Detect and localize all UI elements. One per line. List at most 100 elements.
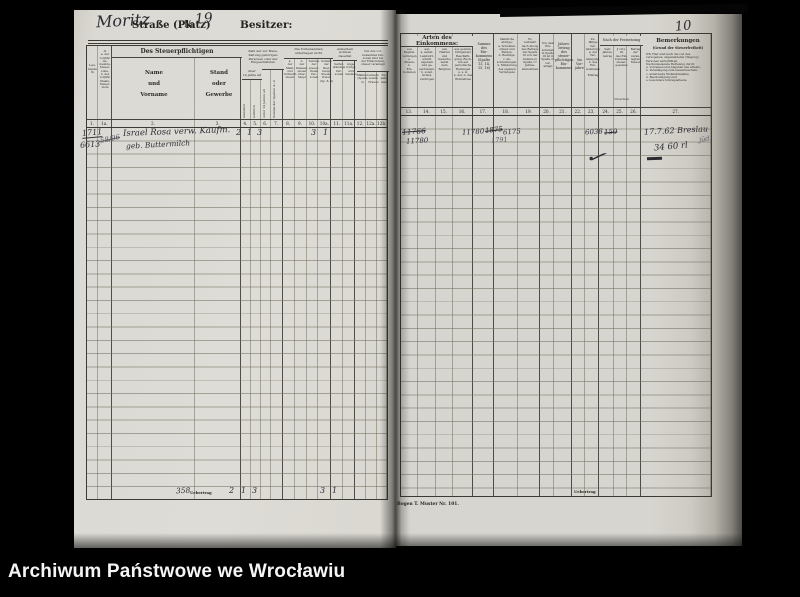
column-14 (418, 34, 436, 496)
entry-checkmark: ✓ (583, 146, 608, 168)
column-number-6: 6. (263, 121, 268, 126)
column-number-1: 1. (89, 121, 94, 126)
column-1 (87, 46, 98, 499)
column-12 (355, 46, 367, 499)
header-selbststaendige: Selbst- ständige Per- sonen (333, 62, 346, 76)
column-number-11: 11. (333, 121, 341, 126)
column-number-7: 7. (274, 121, 279, 126)
column-number-27: 27. (672, 109, 680, 114)
header-veranlagt-sp21: Von dem Ein- kommen in Spalte 19 ist in … (541, 41, 555, 69)
header-satz-jahresbetrag: Satz Jahres- betrag (602, 47, 613, 58)
column-number-1a: 1a. (101, 121, 108, 126)
column-number-16: 16. (458, 109, 466, 114)
column-number-15: 15. (440, 109, 448, 114)
header-frauen: einzeln veranl. Frauen (368, 73, 379, 84)
column-number-5: 5. (253, 121, 258, 126)
header-group-veranlagt: Von den vor- benannten Per- sonen sind b… (357, 46, 389, 72)
column-12b (377, 46, 388, 499)
sum-uebertrag-left-label: Uebertrag (190, 490, 212, 495)
header-veraenderung: Zu- fällige Ver- änderung: a. der Ver- a… (586, 37, 601, 78)
header-stand-gewerbe: Stand oder Gewerbe (205, 70, 233, 98)
header-name-vorname: Name und Vorname (140, 70, 168, 98)
column-number-12b: 12b. (377, 121, 387, 126)
column-20 (540, 34, 555, 496)
entry-income19: 6175 (502, 127, 522, 137)
column-15 (436, 34, 453, 496)
sum-persons-female: 1 (241, 486, 247, 495)
entry-persons-male: 2 (236, 128, 242, 137)
column-24 (599, 34, 614, 496)
right-table-columns (401, 34, 711, 496)
header-paragraph-19-20: § 19 u. 20 des Ein- kommen- steuer- gese… (615, 47, 629, 68)
entry-remark-note: jüd. (698, 134, 712, 144)
column-13 (401, 34, 418, 496)
entry-income23: 6038 (584, 127, 604, 137)
column-26 (627, 34, 642, 496)
header-group-haushalt-personen: Zahl der zur Haus- haltung gehörigen Per… (242, 46, 284, 70)
header-betrag-steuer: Betrag der veran- lagten Steuer (630, 47, 641, 65)
left-column-number-row: 1. 1a. 2. 3. 4. 5. 6. 7. 8. 9. 10. 10a. 11. 11a. 12. 12… (87, 119, 387, 128)
column-number-10: 10. (308, 121, 316, 126)
header-kapitalvermoegen: aus Kapital- vermögen a. Zinsen, b. Ein-… (402, 47, 417, 75)
entry-income24-struck: 150 (603, 127, 618, 137)
column-number-4: 4. (243, 121, 248, 126)
header-abzuege: Sämtliche Abzüge: a. Schulden- zinsen un… (496, 37, 518, 74)
archive-caption-bar: Archiwum Państwowe we Wrocławiu (0, 552, 800, 597)
column-22 (572, 34, 585, 496)
column-number-14: 14. (423, 109, 430, 114)
left-table-columns (87, 46, 388, 499)
header-group-festsetzung: Nach der Festsetzung (600, 36, 643, 46)
header-summe-ueberhaupt: Summe der über- haupt Steuer- freien (Sp… (320, 59, 334, 83)
header-laufende-nr: Lau- fende № (88, 63, 97, 75)
column-number-3: 3. (215, 121, 220, 126)
header-handel-gewerbe: aus Handel und Gewerbe nebst dem Bergbau (438, 47, 451, 71)
header-unter-14: unter 14 Jahren alt (262, 89, 266, 118)
column-12a (366, 46, 378, 499)
column-10a (318, 46, 332, 499)
column-number-25: 25. (616, 109, 623, 114)
header-im-vorjahre: Im Vor- jahre (575, 58, 584, 71)
header-group-ausserdem: Außerdem wohnen daselbst (333, 46, 357, 61)
entry-persons-sum: 3 (257, 128, 263, 137)
column-16 (453, 34, 473, 496)
header-gewinnbringend: aus gewinn- bringender Beschäfti- gung, … (453, 47, 473, 81)
right-ledger-table: Arten des Einkommens: aus Kapital- vermö… (400, 33, 712, 497)
column-25 (614, 34, 627, 496)
column-2 (112, 46, 196, 499)
entry-col10-value: 3 (311, 128, 317, 137)
sum-uebertrag-right-label: Uebertrag (574, 489, 596, 494)
entry-previous-number: 6613 (79, 139, 101, 150)
header-groschen: Groschen (614, 97, 629, 101)
sum-persons-male: 2 (229, 486, 235, 495)
header-klassensteuer: b. der Klassen- steuer über- haupt (296, 59, 308, 80)
header-bemerkungen-title: Bemerkungen (656, 38, 700, 44)
column-number-26: 26. (630, 109, 637, 114)
header-summe-einkommen: Summe des Ein- kommens (Spalte 13, 14, 1… (475, 42, 493, 71)
column-1a (98, 46, 112, 499)
right-column-number-row: 13. 14. 15. 16. 17. 18. 19. 20. 21. 22. 23. 24. 25. 2… (401, 107, 711, 116)
left-ledger-table: Lau- fende № № a. der vorjähr. Ge- meind… (86, 45, 389, 500)
column-11 (331, 46, 344, 499)
entry-income18: 1791 (490, 135, 508, 145)
column-number-13: 13. (405, 109, 413, 114)
column-number-17: 17. (479, 109, 487, 114)
column-27 (641, 34, 711, 496)
entry-col10a-value: 1 (323, 128, 329, 137)
archive-name-label: Archiwum Państwowe we Wrocławiu (8, 561, 346, 582)
column-19 (518, 34, 541, 496)
column-number-19: 19. (525, 109, 533, 114)
column-number-21: 21. (559, 109, 566, 114)
header-group-vorbenannte: Die Vorbenannten unterliegen nicht (284, 46, 333, 59)
header-zusammen: Zu- sam- men (380, 73, 388, 84)
header-vorjahr-nr: № a. der vorjähr. Ge- meinde- Steuer- Li… (99, 49, 111, 90)
entry-persons-female: 1 (247, 128, 253, 137)
header-group-einkommensarten: Arten des Einkommens: (401, 35, 473, 47)
header-mahl-schlachtsteuer: a. der Mahl- und Schlacht- steuer (284, 59, 298, 80)
header-grundvermoegen: aus a. selbst. Landwirt- schaft, eigenem… (419, 47, 435, 81)
sum-persons-sum: 3 (252, 486, 258, 495)
header-bemerkungen-notes: NB. Hier sind auch die von den verzogene… (646, 52, 701, 83)
column-number-18: 18. (502, 109, 510, 114)
column-10 (307, 46, 319, 499)
header-jahreseinkommen: Es verbleibt nach Abzug des Betrags der … (521, 37, 539, 71)
